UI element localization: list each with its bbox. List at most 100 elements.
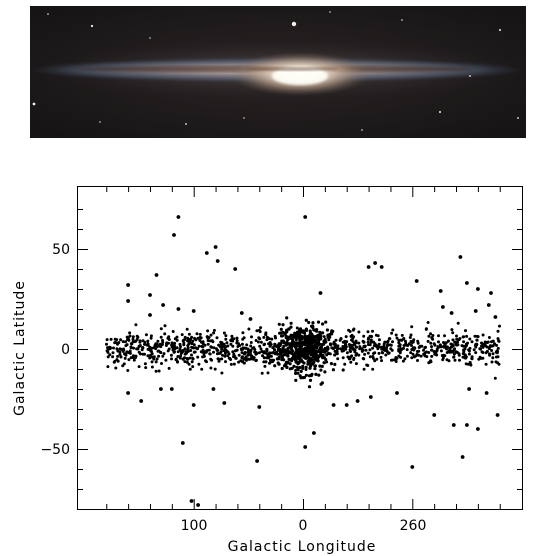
data-point: [375, 357, 379, 361]
data-point: [129, 356, 133, 360]
data-point: [181, 350, 185, 354]
data-point: [322, 361, 326, 365]
data-point: [206, 336, 210, 340]
data-point: [349, 360, 353, 364]
data-point: [302, 347, 306, 352]
data-point: [362, 367, 366, 371]
data-point: [481, 345, 485, 349]
data-point: [200, 344, 204, 348]
data-point: [425, 355, 429, 359]
data-point: [297, 356, 301, 360]
data-point: [405, 354, 409, 358]
data-point: [127, 358, 131, 362]
data-point: [223, 354, 227, 358]
data-point: [159, 345, 163, 349]
data-point: [362, 344, 366, 348]
star: [439, 111, 441, 113]
data-point: [261, 354, 264, 358]
data-point: [241, 331, 245, 335]
data-point: [279, 327, 283, 331]
data-point: [344, 335, 348, 339]
data-point: [286, 346, 290, 350]
data-point: [355, 399, 360, 403]
data-point: [485, 345, 489, 349]
data-point: [196, 347, 199, 351]
data-point: [255, 459, 259, 463]
data-point: [229, 362, 233, 366]
data-point: [278, 350, 282, 354]
data-point: [318, 291, 323, 295]
data-point: [148, 354, 152, 358]
data-point: [365, 363, 369, 367]
data-point: [186, 346, 190, 350]
star: [469, 75, 471, 77]
data-point: [273, 364, 277, 368]
data-point: [394, 356, 398, 359]
data-point: [468, 337, 472, 341]
data-point: [139, 399, 144, 403]
data-point: [437, 334, 440, 338]
data-point: [491, 356, 495, 360]
data-point: [113, 341, 117, 345]
data-point: [341, 356, 345, 360]
star: [361, 129, 363, 131]
data-point: [493, 376, 497, 380]
data-point: [496, 355, 500, 359]
data-point: [331, 368, 335, 372]
star: [291, 21, 297, 27]
data-point: [384, 353, 388, 357]
data-point: [271, 346, 275, 350]
data-point: [304, 339, 308, 343]
data-point: [461, 352, 465, 356]
data-point: [109, 337, 113, 341]
data-point: [217, 343, 221, 347]
data-point: [132, 346, 135, 350]
data-point: [294, 369, 298, 372]
data-point: [222, 331, 226, 335]
data-point: [379, 345, 383, 349]
data-point: [215, 347, 218, 351]
data-point: [320, 364, 324, 368]
data-point: [169, 387, 174, 391]
data-point: [167, 338, 171, 341]
data-point: [270, 359, 275, 364]
data-point: [297, 360, 301, 364]
data-point: [305, 345, 309, 349]
data-point: [289, 347, 294, 351]
data-point: [114, 366, 118, 370]
x-tick-label-0: 0: [299, 518, 308, 534]
data-point: [445, 358, 449, 362]
data-point: [347, 328, 351, 332]
data-point: [259, 326, 263, 330]
data-point: [239, 311, 244, 315]
data-point: [262, 356, 266, 360]
data-point: [146, 339, 150, 343]
data-point: [118, 353, 122, 356]
data-point: [135, 347, 139, 351]
data-point: [121, 364, 125, 368]
data-point: [450, 350, 454, 354]
data-point: [245, 343, 249, 347]
data-point: [456, 340, 459, 344]
data-point: [150, 350, 153, 353]
data-point: [304, 373, 308, 377]
data-point: [307, 385, 312, 389]
data-point: [437, 340, 440, 344]
data-point: [118, 347, 122, 351]
data-point: [468, 346, 472, 350]
data-point: [317, 373, 321, 377]
data-point: [414, 279, 419, 283]
data-point: [138, 352, 142, 356]
data-point: [121, 340, 125, 344]
data-point: [209, 345, 213, 349]
data-point: [264, 360, 268, 364]
data-point: [463, 347, 467, 351]
data-point: [108, 353, 112, 357]
data-point: [268, 351, 272, 355]
data-point: [266, 371, 270, 375]
data-point: [156, 339, 160, 343]
data-point: [299, 344, 304, 348]
data-point: [163, 324, 167, 328]
data-point: [393, 358, 396, 362]
